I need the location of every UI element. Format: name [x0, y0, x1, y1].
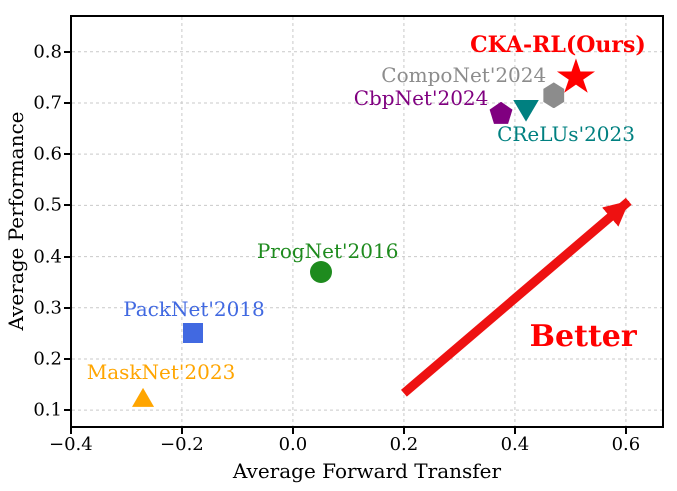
x-tick-label: −0.2	[160, 434, 204, 455]
point-label-cbpnet-2024: CbpNet'2024	[353, 86, 489, 111]
x-tick-label: 0.0	[278, 434, 308, 455]
x-tick	[624, 428, 627, 434]
y-tick	[64, 357, 70, 360]
y-tick-label: 0.1	[33, 399, 62, 421]
better-annotation: Better	[529, 319, 637, 355]
grid-and-arrow-layer	[72, 17, 662, 426]
x-tick	[180, 428, 183, 434]
y-tick	[64, 50, 70, 53]
scatter-marker-packnet-2018	[182, 323, 203, 344]
point-label-crelus-2023: CReLUs'2023	[497, 121, 635, 146]
y-tick	[64, 101, 70, 104]
y-tick	[64, 306, 70, 309]
x-tick	[402, 428, 405, 434]
x-tick	[291, 428, 294, 434]
y-tick	[64, 255, 70, 258]
y-tick-label: 0.5	[33, 194, 62, 216]
point-label-cka-rl-ours: CKA-RL(Ours)	[470, 32, 646, 59]
point-label-packnet-2018: PackNet'2018	[123, 297, 265, 322]
y-tick-label: 0.6	[33, 143, 62, 165]
point-label-masknet-2023: MaskNet'2023	[86, 360, 236, 385]
x-axis-label: Average Forward Transfer	[232, 459, 502, 483]
x-tick-label: 0.4	[500, 434, 530, 455]
y-tick	[64, 204, 70, 207]
x-tick	[513, 428, 516, 434]
y-tick-label: 0.3	[33, 297, 62, 319]
scatter-marker-prognet-2016	[309, 260, 332, 283]
y-tick-label: 0.2	[33, 348, 62, 370]
better-arrow	[400, 197, 632, 397]
x-tick	[69, 428, 72, 434]
scatter-marker-cbpnet-2024	[489, 101, 513, 124]
x-tick-label: 0.6	[611, 434, 641, 455]
x-tick-label: −0.4	[49, 434, 93, 455]
y-tick-label: 0.4	[33, 246, 62, 268]
plot-area: Better MaskNet'2023 PackNet'2018 ProgNet'20…	[70, 15, 664, 428]
scatter-marker-componet-2024	[543, 82, 565, 109]
point-label-prognet-2016: ProgNet'2016	[256, 238, 399, 263]
y-tick	[64, 153, 70, 156]
y-tick-label: 0.7	[33, 92, 62, 114]
x-tick-label: 0.2	[389, 434, 419, 455]
y-tick-label: 0.8	[33, 41, 62, 63]
y-tick	[64, 409, 70, 412]
point-label-componet-2024: CompoNet'2024	[381, 63, 547, 88]
y-axis-label: Average Performance	[4, 111, 28, 331]
